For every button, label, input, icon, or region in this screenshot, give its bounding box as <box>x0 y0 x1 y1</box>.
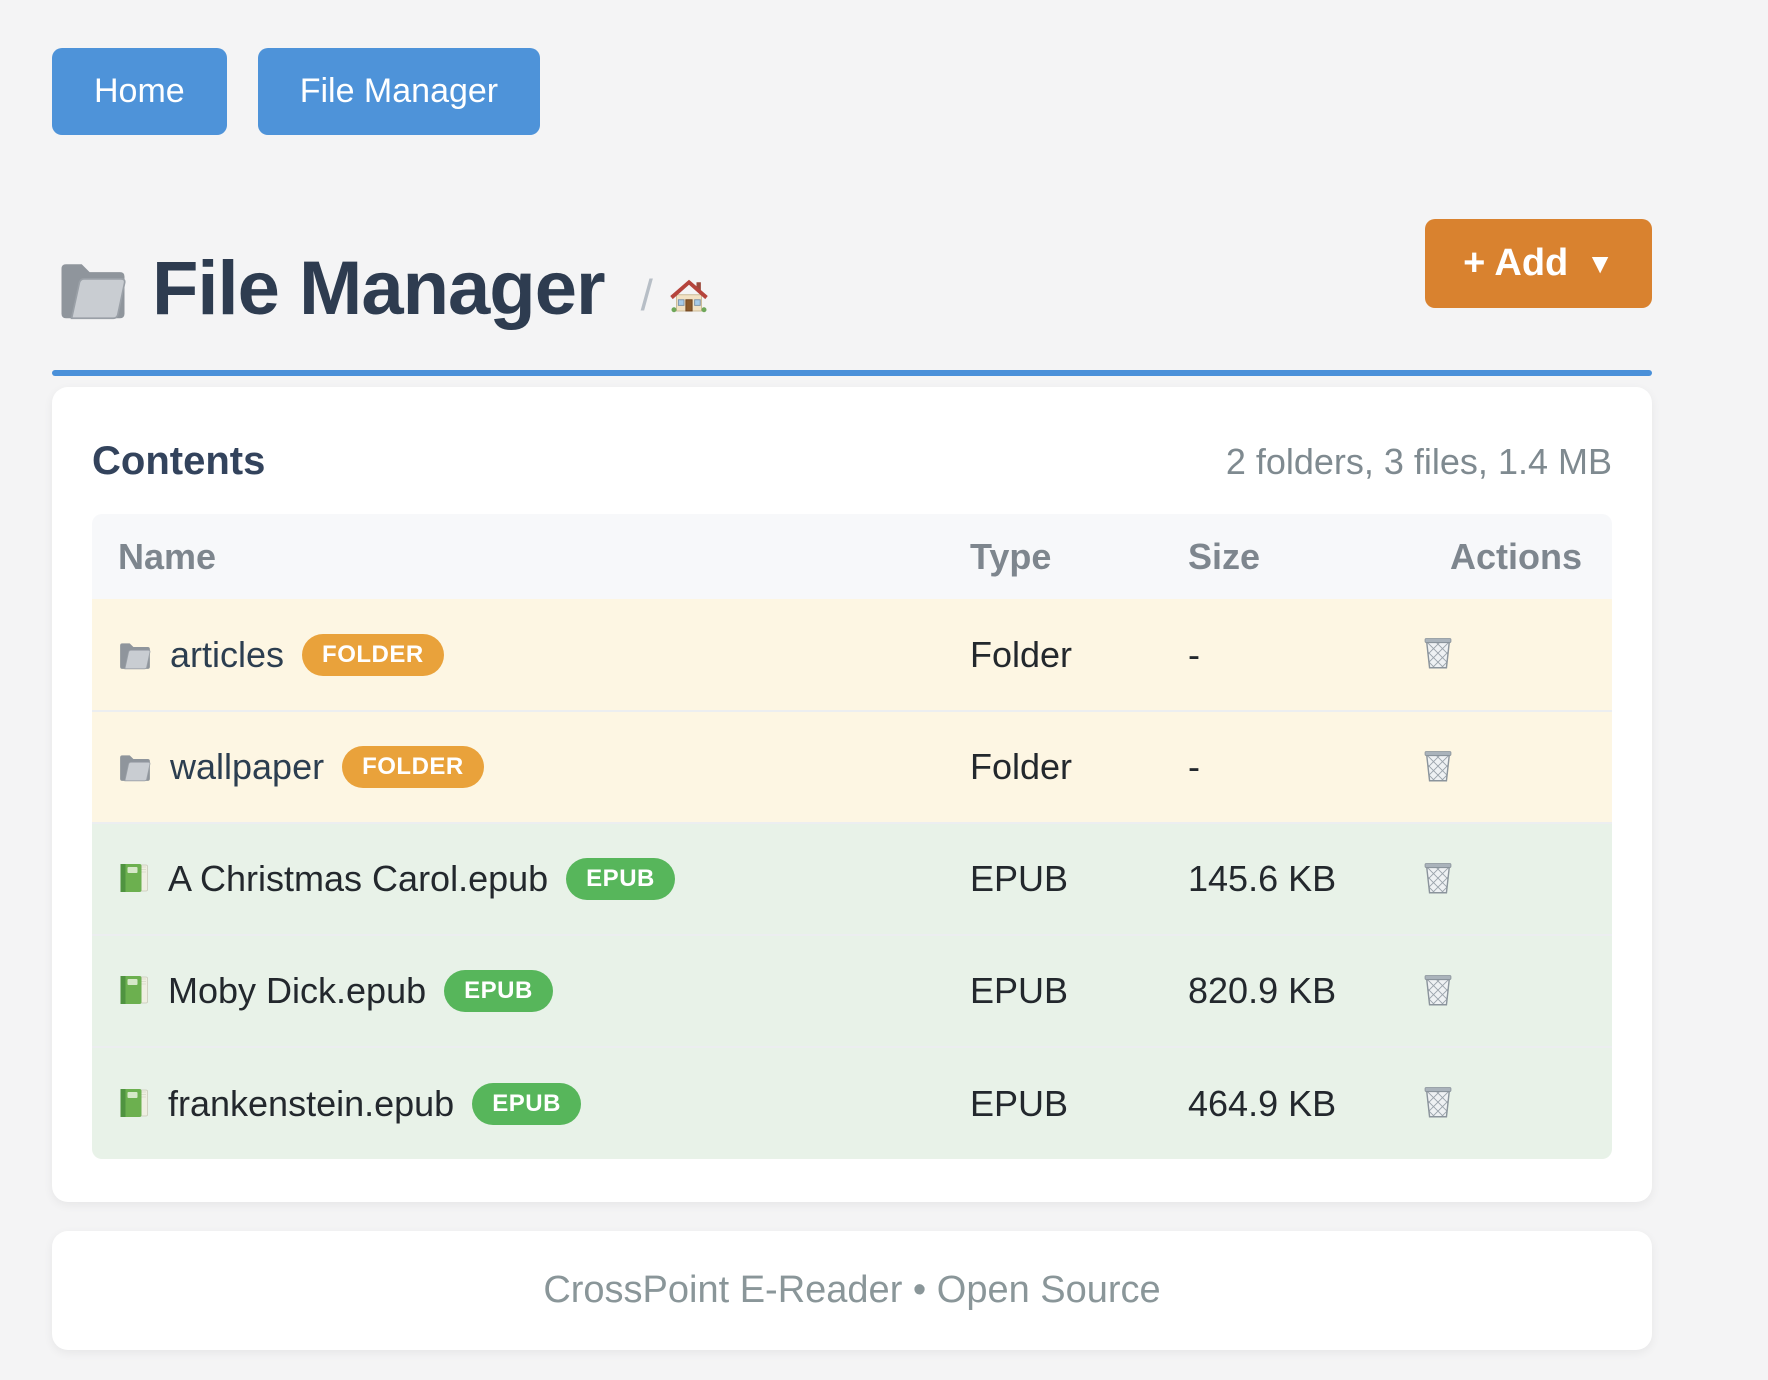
page-header: File Manager / + Add ▼ <box>52 219 1652 332</box>
folder-link[interactable]: articles <box>170 633 285 675</box>
footer-text: CrossPoint E-Reader • Open Source <box>543 1269 1161 1311</box>
file-table: Name Type Size Actions articles FOLDER <box>92 514 1612 1159</box>
contents-summary: 2 folders, 3 files, 1.4 MB <box>1225 441 1612 482</box>
size-cell: - <box>1188 746 1200 787</box>
type-badge: FOLDER <box>342 746 484 788</box>
column-header-type: Type <box>970 535 1052 577</box>
footer-card: CrossPoint E-Reader • Open Source <box>52 1231 1652 1350</box>
type-badge: EPUB <box>472 1082 581 1125</box>
type-badge: EPUB <box>566 858 675 900</box>
table-header-row: Name Type Size Actions <box>92 514 1612 599</box>
add-button-label: + Add <box>1463 242 1569 284</box>
trash-icon <box>1420 746 1456 784</box>
table-row-frankenstein: frankenstein.epub EPUB EPUB 464.9 KB <box>92 1047 1612 1159</box>
breadcrumb-home-link[interactable] <box>669 276 709 316</box>
type-cell: Folder <box>970 633 1073 675</box>
delete-button[interactable] <box>1420 746 1456 784</box>
contents-card: Contents 2 folders, 3 files, 1.4 MB Name… <box>52 387 1652 1202</box>
delete-button[interactable] <box>1420 970 1456 1008</box>
file-manager-button[interactable]: File Manager <box>257 48 541 135</box>
contents-title: Contents <box>92 439 266 483</box>
chevron-down-icon: ▼ <box>1586 247 1614 279</box>
trash-icon <box>1420 1082 1456 1120</box>
type-cell: Folder <box>970 746 1073 787</box>
delete-button[interactable] <box>1420 1082 1456 1120</box>
table-row-moby-dick: Moby Dick.epub EPUB EPUB 820.9 KB <box>92 935 1612 1047</box>
table-row-christmas-carol: A Christmas Carol.epub EPUB EPUB 145.6 K… <box>92 823 1612 935</box>
top-nav: Home File Manager <box>52 0 1652 135</box>
type-cell: EPUB <box>970 970 1069 1011</box>
file-link[interactable]: frankenstein.epub <box>168 1082 455 1124</box>
page-container: Home File Manager File Manager / + Add ▼… <box>52 0 1652 1350</box>
size-cell: - <box>1188 633 1200 675</box>
size-cell: 145.6 KB <box>1188 858 1337 899</box>
file-link[interactable]: A Christmas Carol.epub <box>168 858 549 899</box>
book-icon <box>120 975 148 1005</box>
book-icon <box>120 863 148 893</box>
column-header-size: Size <box>1188 535 1261 577</box>
trash-icon <box>1420 633 1456 671</box>
trash-icon <box>1420 858 1456 896</box>
type-badge: FOLDER <box>302 633 444 676</box>
home-button[interactable]: Home <box>52 48 227 135</box>
table-row-articles: articles FOLDER Folder - <box>92 599 1612 711</box>
folder-icon <box>60 262 126 319</box>
trash-icon <box>1420 970 1456 1008</box>
book-icon <box>120 1088 148 1117</box>
column-header-name: Name <box>118 535 217 577</box>
type-cell: EPUB <box>970 1082 1069 1124</box>
folder-icon <box>119 754 151 782</box>
delete-button[interactable] <box>1420 858 1456 896</box>
type-cell: EPUB <box>970 858 1069 899</box>
add-button[interactable]: + Add ▼ <box>1425 219 1652 308</box>
page-title: File Manager <box>152 246 606 331</box>
size-cell: 464.9 KB <box>1188 1082 1337 1124</box>
breadcrumb-separator: / <box>640 270 653 320</box>
column-header-actions: Actions <box>1449 535 1582 577</box>
folder-link[interactable]: wallpaper <box>170 746 325 787</box>
house-icon <box>669 278 709 313</box>
table-row-wallpaper: wallpaper FOLDER Folder - <box>92 711 1612 823</box>
header-divider <box>52 370 1652 376</box>
type-badge: EPUB <box>444 970 553 1012</box>
delete-button[interactable] <box>1420 633 1456 671</box>
folder-icon <box>119 642 151 669</box>
size-cell: 820.9 KB <box>1188 970 1337 1011</box>
file-link[interactable]: Moby Dick.epub <box>168 970 427 1011</box>
